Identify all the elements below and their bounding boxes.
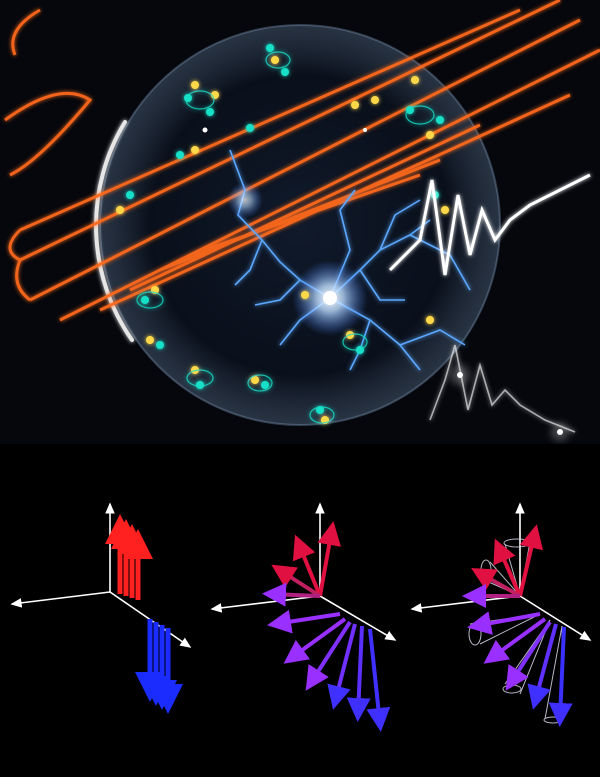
spin-down-arrows xyxy=(135,619,183,714)
spin-diagram-tilted xyxy=(210,502,397,732)
axis-x xyxy=(210,595,321,613)
sphere-rim-highlight xyxy=(94,120,134,342)
spin-diagram-aligned xyxy=(10,502,192,714)
waveform-pulses xyxy=(388,173,591,433)
glass-sphere xyxy=(94,24,501,426)
spin-up-arrows xyxy=(105,514,153,600)
spin-particles xyxy=(116,44,449,424)
laser-beam xyxy=(4,0,600,322)
axis-x xyxy=(10,591,111,608)
spin-diagram-precession xyxy=(410,502,592,727)
axis-y xyxy=(319,595,397,641)
discharge-core xyxy=(227,182,368,336)
axis-y xyxy=(519,595,592,641)
sphere-illustration xyxy=(4,0,600,441)
top-illustration xyxy=(0,0,600,444)
sparkles xyxy=(202,127,569,441)
precession-cones xyxy=(468,538,563,724)
spin-diagrams xyxy=(10,502,592,732)
bottom-spin-diagrams xyxy=(0,444,600,777)
